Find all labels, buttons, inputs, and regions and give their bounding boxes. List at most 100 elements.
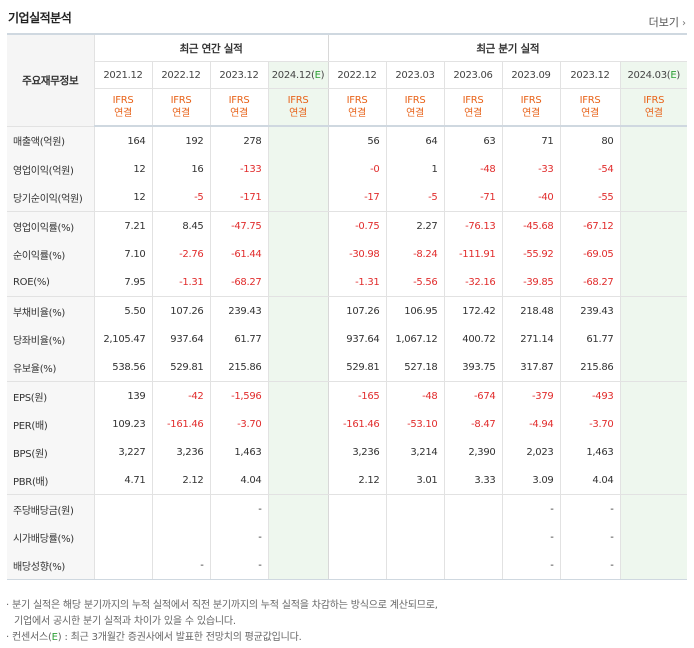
table-row: PER(배) 109.23 -161.46 -3.70 -161.46 -53.10 -8.…: [7, 410, 687, 438]
more-label: 더보기: [648, 16, 679, 29]
table-cell: -39.85: [501, 268, 560, 297]
table-cell: 393.75: [443, 353, 502, 382]
more-link[interactable]: 더보기 ›: [649, 14, 686, 30]
table-cell: 12: [93, 155, 152, 183]
table-cell: 172.42: [443, 296, 502, 325]
table-cell: -674: [443, 381, 502, 410]
table-cell: -30.98: [327, 240, 386, 268]
table-cell: 3,227: [93, 438, 152, 466]
table-cell: -: [501, 523, 560, 551]
row-label: 당좌비율(%): [7, 325, 94, 353]
table-cell: 12: [93, 183, 152, 212]
table-cell: -17: [327, 183, 386, 212]
table-cell: [267, 523, 328, 551]
accounting-standard: IFRS 연결: [267, 88, 328, 127]
table-cell: -71: [443, 183, 502, 212]
table-cell: -69.05: [559, 240, 620, 268]
period-header: 2022.12: [327, 61, 386, 89]
table-cell: [267, 126, 328, 155]
table-cell: 1: [385, 155, 444, 183]
table-cell: 937.64: [151, 325, 210, 353]
table-cell: -: [501, 551, 560, 580]
table-cell: 109.23: [93, 410, 152, 438]
row-label: 유보율(%): [7, 353, 94, 382]
accounting-standard: IFRS 연결: [151, 88, 210, 127]
table-cell: [93, 494, 152, 523]
table-cell: 4.71: [93, 466, 152, 495]
row-header-label: 주요재무정보: [7, 33, 94, 127]
table-cell: -8.47: [443, 410, 502, 438]
estimate-mark: E: [670, 69, 677, 81]
period-header-row: 2021.12 2022.12 2023.12 2024.12(E) 2022.12 20…: [7, 61, 687, 89]
table-cell: -161.46: [327, 410, 386, 438]
table-cell: -165: [327, 381, 386, 410]
row-label: 배당성향(%): [7, 551, 94, 580]
table-cell: 3,236: [151, 438, 210, 466]
table-cell: 2,023: [501, 438, 560, 466]
standard-header-row: IFRS 연결 IFRS 연결 IFRS 연결 IFRS 연결 IFRS 연결 IFRS 연결 IFRS…: [7, 88, 687, 127]
table-cell: -68.27: [559, 268, 620, 297]
table-cell: -32.16: [443, 268, 502, 297]
accounting-standard: IFRS 연결: [443, 88, 502, 127]
table-row: 당기순이익(억원) 12 -5 -171 -17 -5 -71 -40 -55: [7, 183, 687, 212]
table-row: 주당배당금(원) - - -: [7, 494, 687, 523]
table-cell: [443, 494, 502, 523]
table-cell: [619, 381, 687, 410]
table-cell: -55.92: [501, 240, 560, 268]
table-row: 영업이익률(%) 7.21 8.45 -47.75 -0.75 2.27 -76.13 -45…: [7, 211, 687, 240]
table-cell: [267, 240, 328, 268]
row-label: EPS(원): [7, 381, 94, 410]
estimate-mark: E: [314, 69, 321, 81]
table-cell: 56: [327, 126, 386, 155]
table-cell: -3.70: [559, 410, 620, 438]
table-cell: -54: [559, 155, 620, 183]
accounting-standard: IFRS 연결: [619, 88, 687, 127]
table-cell: [443, 551, 502, 580]
table-cell: 271.14: [501, 325, 560, 353]
table-cell: -40: [501, 183, 560, 212]
table-cell: -1.31: [327, 268, 386, 297]
table-cell: [267, 353, 328, 382]
table-cell: [267, 410, 328, 438]
table-cell: [619, 551, 687, 580]
table-cell: 529.81: [327, 353, 386, 382]
table-cell: -5: [151, 183, 210, 212]
table-cell: [619, 438, 687, 466]
table-row: EPS(원) 139 -42 -1,596 -165 -48 -674 -379 -493: [7, 381, 687, 410]
table-cell: 527.18: [385, 353, 444, 382]
row-label: 영업이익(억원): [7, 155, 94, 183]
table-row: 영업이익(억원) 12 16 -133 -0 1 -48 -33 -54: [7, 155, 687, 183]
accounting-standard: IFRS 연결: [559, 88, 620, 127]
table-cell: [619, 155, 687, 183]
table-cell: -: [559, 523, 620, 551]
table-cell: [327, 523, 386, 551]
row-label: PER(배): [7, 410, 94, 438]
row-label: 시가배당률(%): [7, 523, 94, 551]
period-header: 2021.12: [93, 61, 152, 89]
accounting-standard: IFRS 연결: [501, 88, 560, 127]
table-cell: -493: [559, 381, 620, 410]
row-label: BPS(원): [7, 438, 94, 466]
table-cell: -45.68: [501, 211, 560, 240]
period-header: 2023.03: [385, 61, 444, 89]
table-cell: -: [209, 494, 268, 523]
table-cell: -48: [443, 155, 502, 183]
section-title: 기업실적분석: [8, 11, 72, 25]
footnote-2-suffix: ) : 최근 3개월간 증권사에서 발표한 전망치의 평균값입니다.: [57, 632, 302, 643]
table-cell: -2.76: [151, 240, 210, 268]
table-cell: -: [151, 551, 210, 580]
table-cell: -1.31: [151, 268, 210, 297]
table-cell: [267, 325, 328, 353]
table-row: 부채비율(%) 5.50 107.26 239.43 107.26 106.95 172.4…: [7, 296, 687, 325]
table-cell: 3,214: [385, 438, 444, 466]
table-cell: -: [209, 551, 268, 580]
table-cell: 239.43: [559, 296, 620, 325]
table-cell: -5.56: [385, 268, 444, 297]
table-cell: 278: [209, 126, 268, 155]
quarter-group-header: 최근 분기 실적: [327, 33, 687, 62]
table-row: 순이익률(%) 7.10 -2.76 -61.44 -30.98 -8.24 -111.91…: [7, 240, 687, 268]
table-cell: -0.75: [327, 211, 386, 240]
table-cell: 164: [93, 126, 152, 155]
table-cell: [267, 268, 328, 297]
table-cell: 107.26: [151, 296, 210, 325]
